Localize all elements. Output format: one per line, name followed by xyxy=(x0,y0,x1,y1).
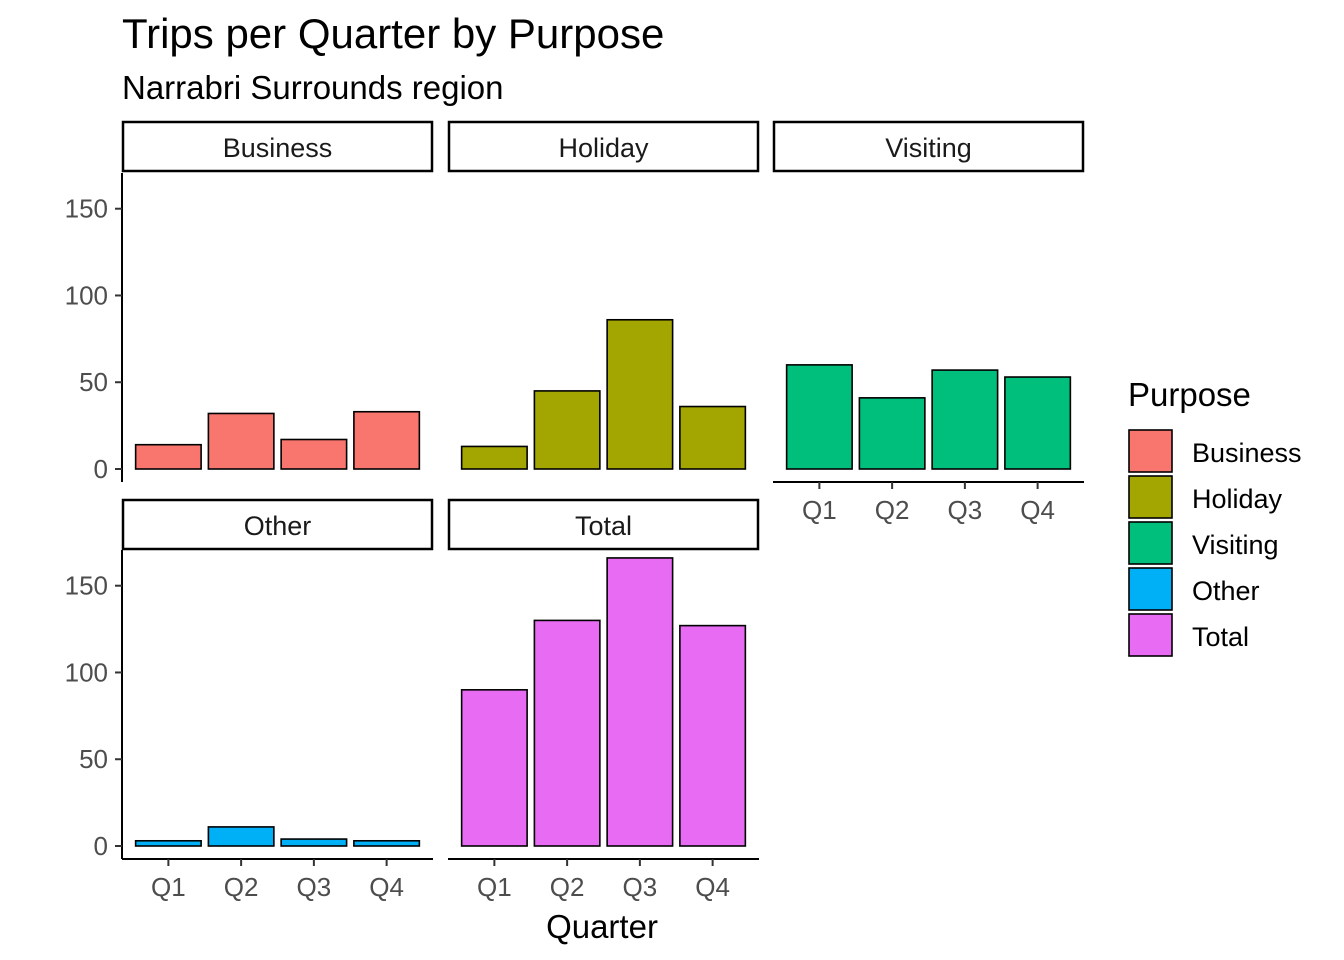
y-tick-label: 50 xyxy=(79,744,108,774)
bar-other-q4 xyxy=(353,839,421,847)
x-axis-title: Quarter xyxy=(546,908,658,945)
strip-label-business: Business xyxy=(223,133,333,163)
legend-key-other xyxy=(1128,567,1173,611)
legend-label-holiday: Holiday xyxy=(1192,484,1283,514)
y-tick-label: 100 xyxy=(65,280,108,310)
legend-title: Purpose xyxy=(1128,376,1251,413)
chart-title: Trips per Quarter by Purpose xyxy=(122,10,664,57)
y-tick-label: 150 xyxy=(65,571,108,601)
facet-panels: Business 0 50 100 150 Holiday Visiting Q1 Q2 Q3 Q4… xyxy=(65,120,1085,902)
bar-visiting-q1 xyxy=(785,364,853,470)
strip-label-total: Total xyxy=(575,511,632,541)
y-tick-label: 150 xyxy=(65,194,108,224)
x-tick-label-q2: Q2 xyxy=(875,495,910,525)
x-tick-label-q1: Q1 xyxy=(802,495,837,525)
y-tick-label: 50 xyxy=(79,367,108,397)
bar-visiting-q4 xyxy=(1004,376,1072,470)
legend: Business Holiday Visiting Other Total xyxy=(1128,429,1302,657)
strip-box-other xyxy=(121,498,434,551)
x-tick-label-q1: Q1 xyxy=(477,872,512,902)
legend-key-total xyxy=(1128,613,1173,657)
strip-box-total xyxy=(447,498,760,551)
y-tick-label: 0 xyxy=(94,454,108,484)
bar-business-q4 xyxy=(353,410,421,470)
x-tick-label-q2: Q2 xyxy=(550,872,585,902)
x-tick-label-q1: Q1 xyxy=(151,872,186,902)
bar-visiting-q2 xyxy=(858,397,926,470)
legend-key-business xyxy=(1128,429,1173,473)
bar-holiday-q2 xyxy=(533,390,601,470)
x-tick-label-q4: Q4 xyxy=(369,872,404,902)
bar-business-q2 xyxy=(207,412,275,470)
x-tick-label-q2: Q2 xyxy=(224,872,259,902)
bar-total-q3 xyxy=(606,557,674,847)
bar-holiday-q4 xyxy=(679,405,747,470)
x-tick-label-q4: Q4 xyxy=(1020,495,1055,525)
bar-other-q1 xyxy=(134,839,202,847)
strip-box-holiday xyxy=(447,120,760,173)
bar-business-q1 xyxy=(134,443,202,470)
strip-box-business xyxy=(121,120,434,173)
strip-label-holiday: Holiday xyxy=(558,133,649,163)
bar-business-q3 xyxy=(280,438,348,470)
facet-panel-other: Other 0 50 100 150 Q1 Q2 Q3 Q4 xyxy=(65,498,434,902)
bar-other-q2 xyxy=(207,826,275,847)
legend-label-business: Business xyxy=(1192,438,1302,468)
strip-label-other: Other xyxy=(244,511,312,541)
legend-key-visiting xyxy=(1128,521,1173,565)
chart-subtitle: Narrabri Surrounds region xyxy=(122,69,504,106)
x-tick-label-q4: Q4 xyxy=(695,872,730,902)
y-tick-label: 100 xyxy=(65,657,108,687)
x-tick-label-q3: Q3 xyxy=(297,872,332,902)
strip-box-visiting xyxy=(772,120,1085,173)
bar-total-q1 xyxy=(460,689,528,847)
bar-other-q3 xyxy=(280,838,348,847)
legend-key-holiday xyxy=(1128,475,1173,519)
bar-total-q4 xyxy=(679,624,747,847)
bar-holiday-q1 xyxy=(460,445,528,470)
y-tick-label: 0 xyxy=(94,831,108,861)
x-tick-label-q3: Q3 xyxy=(623,872,658,902)
facet-panel-holiday: Holiday xyxy=(447,120,760,470)
legend-label-visiting: Visiting xyxy=(1192,530,1279,560)
facet-panel-visiting: Visiting Q1 Q2 Q3 Q4 xyxy=(772,120,1085,525)
x-tick-label-q3: Q3 xyxy=(948,495,983,525)
facet-panel-total: Total Q1 Q2 Q3 Q4 xyxy=(447,498,760,902)
facet-panel-business: Business 0 50 100 150 xyxy=(65,120,434,484)
bar-visiting-q3 xyxy=(931,369,999,470)
bar-holiday-q3 xyxy=(606,318,674,470)
bar-total-q2 xyxy=(533,619,601,847)
legend-label-other: Other xyxy=(1192,576,1260,606)
strip-label-visiting: Visiting xyxy=(885,133,972,163)
legend-label-total: Total xyxy=(1192,622,1249,652)
